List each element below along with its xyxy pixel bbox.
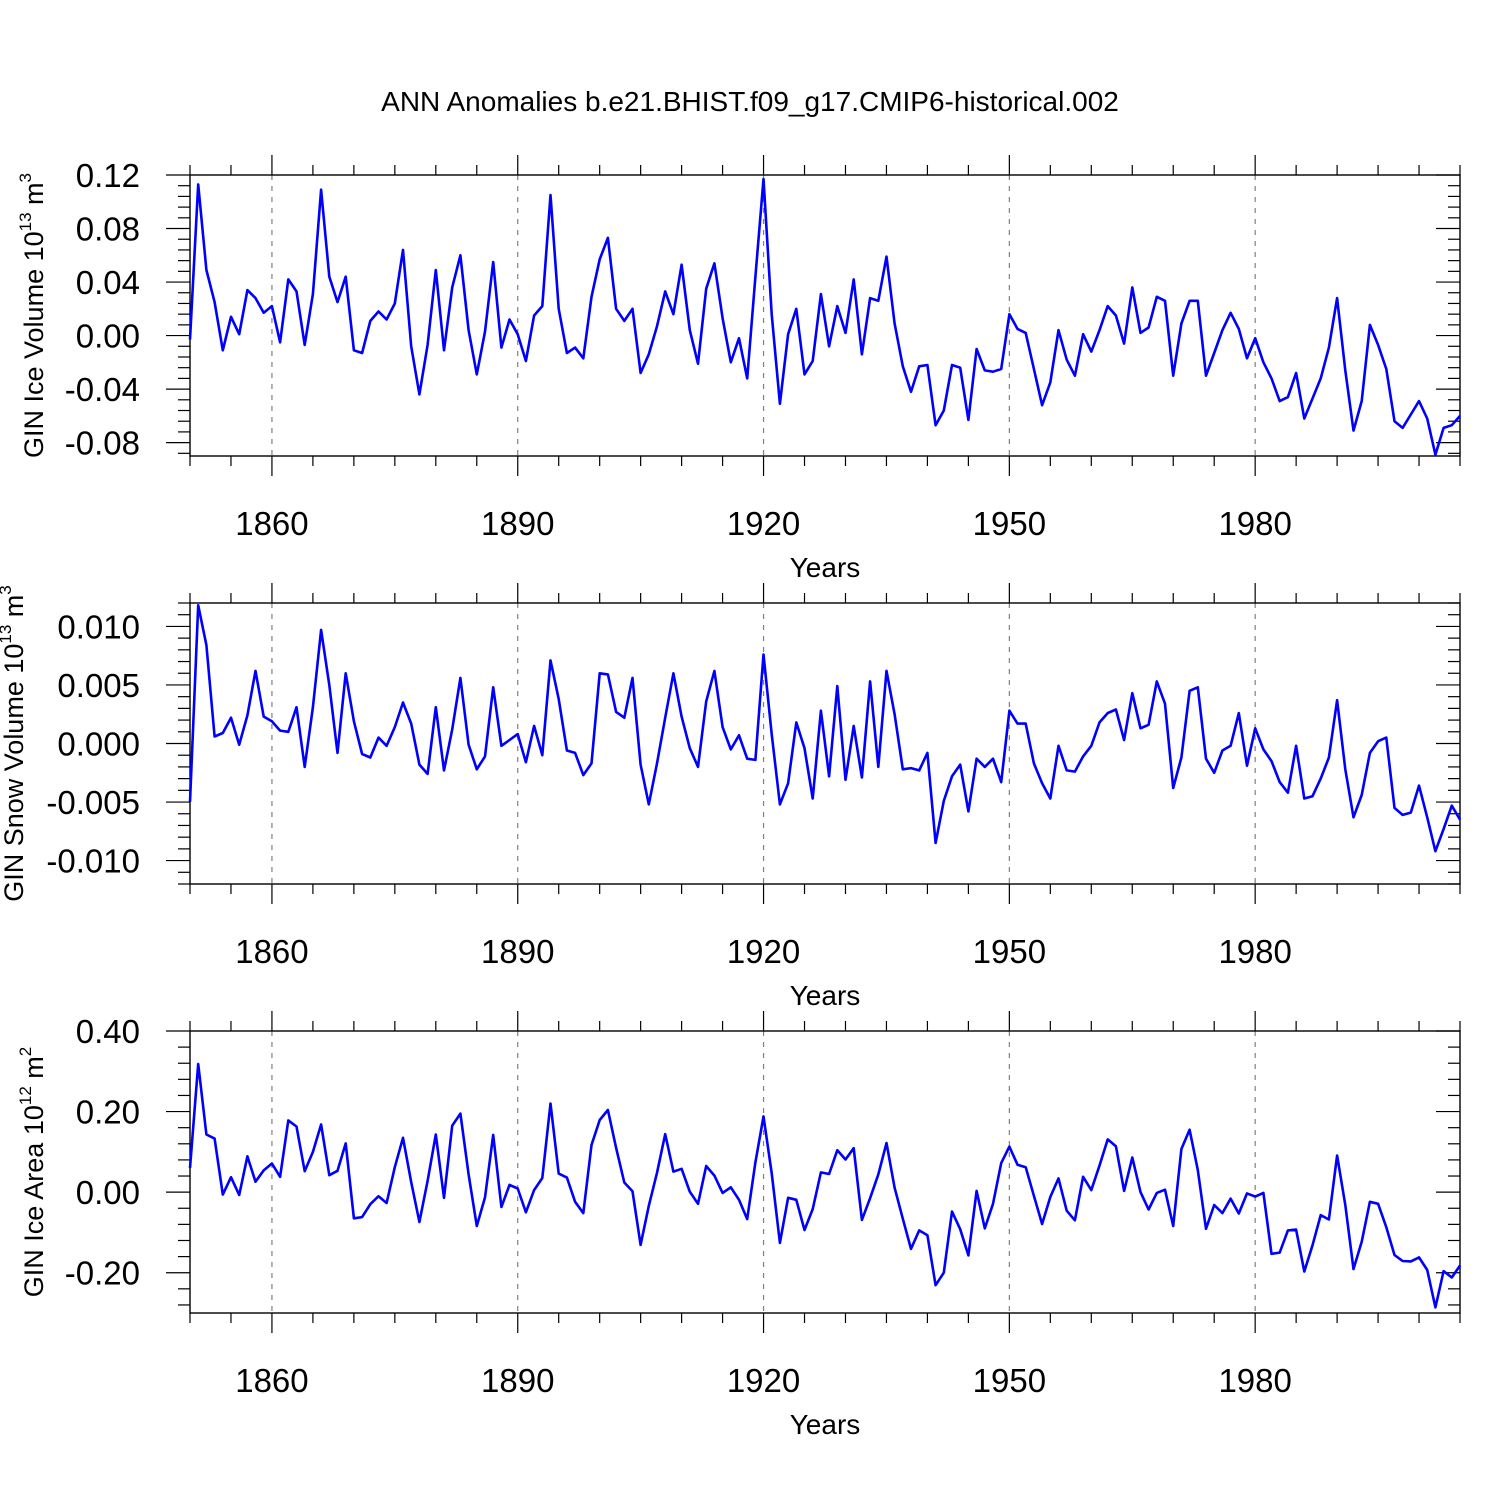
x-tick-label: 1980 bbox=[1218, 505, 1291, 542]
y-tick-label: -0.010 bbox=[46, 843, 140, 880]
y-tick-label: -0.20 bbox=[65, 1255, 140, 1292]
y-tick-label: 0.00 bbox=[76, 1174, 140, 1211]
x-tick-label: 1920 bbox=[727, 1362, 800, 1399]
y-tick-label: -0.04 bbox=[65, 371, 140, 408]
y-tick-label: 0.20 bbox=[76, 1094, 140, 1131]
y-tick-label: 0.40 bbox=[76, 1013, 140, 1050]
x-tick-label: 1950 bbox=[973, 1362, 1046, 1399]
chart-panel-3: 0.40 0.20 0.00 -0.20 1860 1890 1920 1950 1980 Yea… bbox=[16, 1011, 1462, 1440]
x-tick-label: 1950 bbox=[973, 505, 1046, 542]
x-tick-label: 1920 bbox=[727, 933, 800, 970]
y-axis-title: GIN Ice Volume 1013 m3 bbox=[16, 173, 49, 458]
chart-panel-1: 0.12 0.08 0.04 0.00 -0.04 -0.08 1860 1890 1920 19… bbox=[16, 155, 1461, 583]
x-tick-label: 1920 bbox=[727, 505, 800, 542]
x-tick-label: 1860 bbox=[235, 505, 308, 542]
y-tick-label: 0.000 bbox=[57, 726, 140, 763]
y-tick-label: 0.04 bbox=[76, 264, 140, 301]
y-tick-label: 0.010 bbox=[57, 608, 140, 645]
y-axis-title: GIN Ice Area 1012 m2 bbox=[16, 1047, 49, 1298]
x-tick-label: 1890 bbox=[481, 933, 554, 970]
series-line bbox=[188, 603, 1462, 853]
series-line bbox=[188, 1062, 1462, 1309]
x-tick-label: 1980 bbox=[1218, 1362, 1291, 1399]
figure-title: ANN Anomalies b.e21.BHIST.f09_g17.CMIP6-… bbox=[381, 86, 1119, 117]
series-line bbox=[188, 177, 1461, 457]
plot-frame bbox=[189, 1030, 1461, 1314]
x-tick-label: 1860 bbox=[235, 1362, 308, 1399]
y-tick-label: 0.08 bbox=[76, 211, 140, 248]
x-axis-title: Years bbox=[790, 1409, 861, 1440]
x-tick-label: 1890 bbox=[481, 505, 554, 542]
x-tick-label: 1860 bbox=[235, 933, 308, 970]
x-axis-title: Years bbox=[790, 980, 861, 1011]
y-axis-title: GIN Snow Volume 1013 m3 bbox=[0, 585, 29, 902]
x-tick-label: 1890 bbox=[481, 1362, 554, 1399]
x-tick-label: 1950 bbox=[973, 933, 1046, 970]
y-tick-label: -0.08 bbox=[65, 425, 140, 462]
y-tick-label: -0.005 bbox=[46, 784, 140, 821]
y-tick-label: 0.005 bbox=[57, 667, 140, 704]
y-tick-label: 0.00 bbox=[76, 318, 140, 355]
chart-panel-2: 0.010 0.005 0.000 -0.005 -0.010 1860 1890 1920 1… bbox=[0, 583, 1462, 1011]
x-axis-title: Years bbox=[790, 552, 861, 583]
x-tick-label: 1980 bbox=[1218, 933, 1291, 970]
panels: 0.12 0.08 0.04 0.00 -0.04 -0.08 1860 1890 1920 19… bbox=[0, 155, 1462, 1440]
y-tick-label: 0.12 bbox=[76, 157, 140, 194]
